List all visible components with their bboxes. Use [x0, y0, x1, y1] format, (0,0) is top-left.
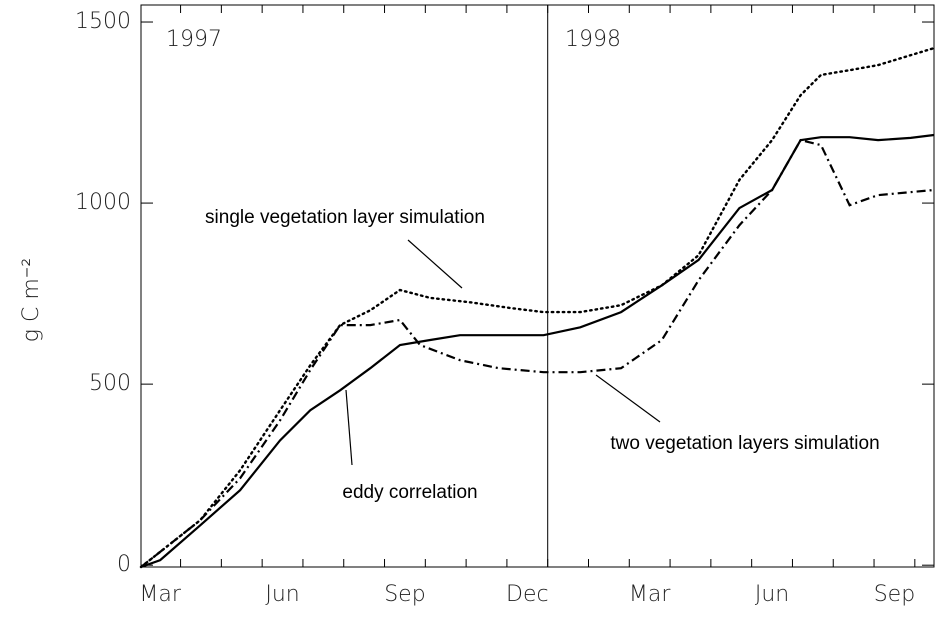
series-line: [140, 138, 935, 568]
y-tick-label: 1000: [75, 190, 131, 215]
leader-line: [407, 239, 463, 289]
x-tick-label: Mar: [629, 582, 671, 607]
leader-line: [345, 389, 353, 466]
leader-line: [595, 374, 661, 423]
x-tick-label: Sep: [384, 582, 425, 607]
year-label: 1997: [166, 27, 222, 52]
x-tick-label: Jun: [755, 582, 789, 607]
series-annotation: eddy correlation: [342, 482, 477, 503]
plot-frame: [140, 4, 935, 568]
x-tick-label: Sep: [874, 582, 915, 607]
series-line: [139, 46, 936, 569]
x-tick-label: Jun: [265, 582, 299, 607]
x-tick-label: Dec: [506, 582, 549, 607]
y-tick-label: 500: [89, 371, 131, 396]
x-tick-label: Mar: [139, 582, 181, 607]
y-tick-label: 0: [117, 552, 131, 577]
series-annotation: single vegetation layer simulation: [205, 207, 485, 228]
y-tick-label: 1500: [75, 9, 131, 34]
year-label: 1998: [565, 27, 621, 52]
series-annotation: two vegetation layers simulation: [610, 433, 879, 454]
y-axis-label: g C m⁻²: [19, 258, 44, 342]
series-line: [140, 133, 935, 569]
